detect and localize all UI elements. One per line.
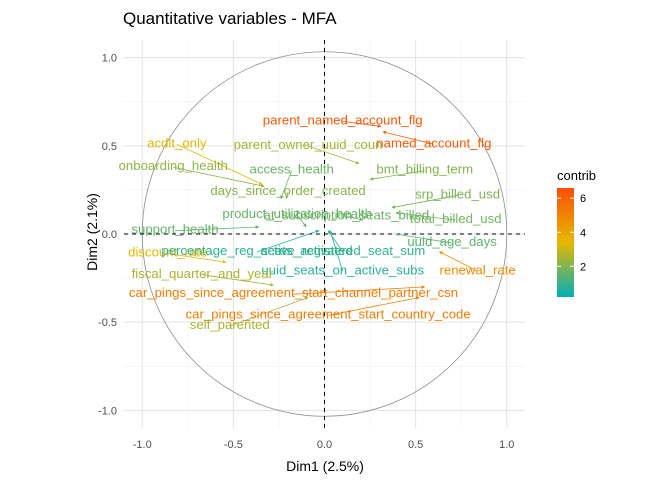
variable-arrow — [173, 166, 265, 188]
y-tick-labels: -1.0 -0.5 0.0 0.5 1.0 — [98, 53, 117, 418]
variable-label: named_account_flg — [376, 135, 491, 150]
variable-arrow — [391, 195, 458, 209]
variable-arrow — [395, 211, 456, 221]
legend-tick-label: 2 — [580, 261, 586, 273]
variable-label: parent_named_account_flg — [263, 112, 423, 127]
variable-label: fiscal_quarter_and_year — [132, 266, 274, 281]
variable-label: support_health — [131, 222, 218, 237]
variable-arrow — [439, 251, 478, 272]
y-tick-label: -0.5 — [98, 317, 117, 329]
variable-label: access_health — [250, 162, 334, 177]
variable-arrow — [395, 232, 453, 244]
variable-label: srp_billed_usd — [415, 186, 500, 201]
variable-arrow — [229, 296, 309, 327]
y-tick-label: 1.0 — [102, 53, 117, 65]
variable-label: onboarding_health — [119, 158, 228, 173]
variable-label: active_registered_seat_sum — [260, 243, 425, 258]
variable-label: discount_rate — [128, 245, 207, 260]
variable-label: self_parented — [190, 317, 270, 332]
legend-title: contrib — [557, 168, 596, 183]
legend: contrib 2 4 6 — [557, 168, 596, 297]
legend-colorbar — [557, 188, 574, 297]
x-tick-label: 1.0 — [499, 439, 514, 451]
variable-label: uuid_seats_on_active_subs — [261, 262, 424, 277]
x-tick-labels: -1.0 -0.5 0.0 0.5 1.0 — [133, 439, 515, 451]
variable-label: total_billed_usd — [410, 211, 502, 226]
variable-arrow — [176, 143, 263, 185]
variable-arrow — [307, 145, 360, 165]
variable-arrow — [296, 214, 307, 228]
variable-label: at_subscription_seats_billed — [264, 208, 430, 223]
variable-arrow — [342, 120, 382, 128]
variable-arrow — [293, 285, 426, 295]
variable-label: renewal_rate — [439, 262, 515, 277]
variable-label: bmt_billing_term — [376, 162, 473, 177]
y-tick-label: 0.5 — [102, 141, 117, 153]
variable-arrow — [369, 170, 425, 181]
y-tick-label: -1.0 — [98, 405, 117, 417]
variable-label: car_pings_since_agreement_start_country_… — [186, 306, 471, 321]
legend-ticks: 2 4 6 — [557, 193, 586, 273]
variable-arrow — [202, 274, 274, 287]
variable-label: parent_owner_uuid_coun — [234, 137, 383, 152]
chart-title: Quantitative variables - MFA — [123, 9, 337, 28]
variable-arrow — [346, 216, 364, 222]
variable-arrow — [280, 170, 293, 200]
variable-arrow — [328, 296, 420, 316]
legend-tick-label: 4 — [580, 227, 586, 239]
x-tick-label: -0.5 — [224, 439, 243, 451]
variable-label: acdlt_only — [147, 135, 207, 150]
variable-arrow — [382, 130, 434, 145]
variable-arrows — [167, 120, 478, 327]
variable-label: car_pings_since_agreement_start_channel_… — [129, 285, 458, 300]
variable-arrow — [285, 191, 289, 200]
x-tick-label: -1.0 — [133, 439, 152, 451]
variable-label: product_utilization_health — [222, 206, 372, 221]
variable-arrow — [329, 230, 344, 272]
variable-arrow — [256, 229, 320, 253]
variable-label: uuid_age_days — [407, 234, 497, 249]
y-tick-label: 0.0 — [102, 229, 117, 241]
variable-label: percentage_reg_seats_activated — [161, 243, 352, 258]
x-tick-label: 0.0 — [317, 439, 332, 451]
variable-arrow — [167, 253, 227, 264]
legend-tick-label: 6 — [580, 193, 586, 205]
x-tick-label: 0.5 — [408, 439, 423, 451]
y-axis-label: Dim2 (2.1%) — [84, 193, 100, 271]
variable-arrow — [175, 225, 260, 232]
x-axis-label: Dim1 (2.5%) — [286, 458, 364, 474]
variable-label: days_since_order_created — [210, 183, 365, 198]
variable-labels: parent_named_account_flg named_account_fl… — [119, 112, 516, 332]
